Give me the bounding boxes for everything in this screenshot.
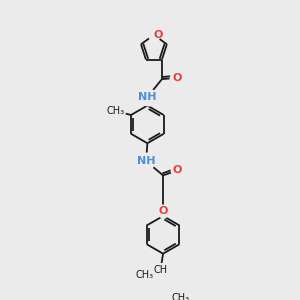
Text: O: O bbox=[154, 30, 163, 40]
Text: O: O bbox=[158, 206, 168, 216]
Text: CH₃: CH₃ bbox=[171, 293, 189, 300]
Text: NH: NH bbox=[138, 92, 157, 102]
Text: CH₃: CH₃ bbox=[106, 106, 124, 116]
Text: CH: CH bbox=[153, 265, 167, 275]
Text: O: O bbox=[173, 165, 182, 175]
Text: CH₃: CH₃ bbox=[135, 270, 153, 280]
Text: NH: NH bbox=[137, 156, 155, 166]
Text: O: O bbox=[173, 73, 182, 83]
